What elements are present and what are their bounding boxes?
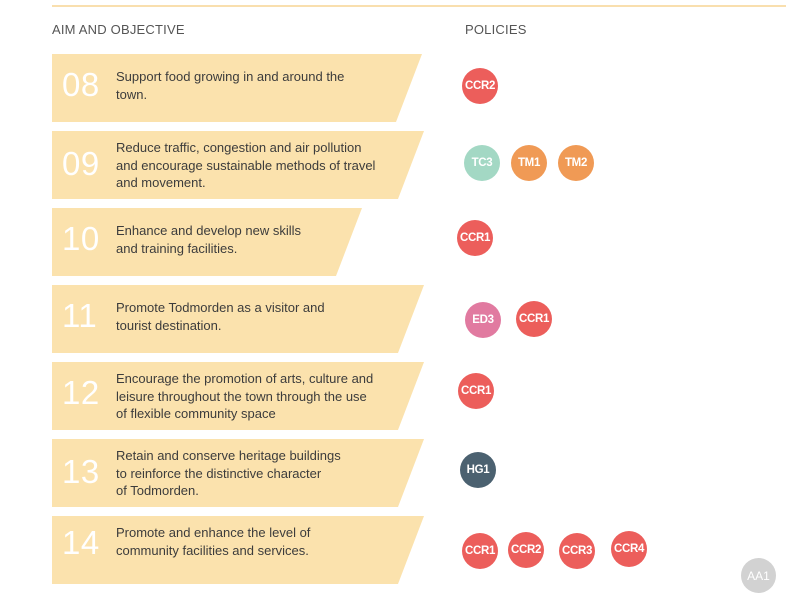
- objective-number: 10: [62, 220, 100, 257]
- objective-text: Reduce traffic, congestion and air pollu…: [116, 139, 416, 192]
- objective-number: 09: [62, 145, 100, 182]
- policy-badge-tm1: TM1: [511, 145, 547, 181]
- policy-badge-ed3: ED3: [465, 302, 501, 338]
- objective-banner: [52, 208, 362, 276]
- top-divider: [52, 5, 786, 7]
- policy-badge-ccr1: CCR1: [516, 301, 552, 337]
- objective-row: 11 Promote Todmorden as a visitor and tour…: [0, 285, 786, 355]
- objective-banner: [52, 285, 424, 353]
- objective-row: 12 Encourage the promotion of arts, cultu…: [0, 362, 786, 432]
- policy-badge-ccr3: CCR3: [559, 533, 595, 569]
- objective-text-line: to reinforce the distinctive character: [116, 465, 322, 481]
- objective-number: 14: [62, 524, 100, 561]
- objective-text-line: Enhance and develop new skills: [116, 223, 302, 238]
- objective-text-line: town.: [116, 86, 148, 102]
- policies-header: POLICIES: [465, 22, 527, 37]
- objective-number: 12: [62, 374, 100, 411]
- objective-text: Promote and enhance the level of communit…: [116, 524, 416, 559]
- objective-text-line: Promote and enhance the level of: [116, 525, 311, 540]
- objective-row: 10 Enhance and develop new skills and trai…: [0, 208, 786, 278]
- objective-banner: [52, 516, 424, 584]
- objective-text-line: community facilities and services.: [116, 542, 309, 558]
- objective-number: 13: [62, 453, 100, 490]
- objective-text-line: and encourage sustainable methods of tra…: [116, 157, 376, 173]
- aim-header: AIM AND OBJECTIVE: [52, 22, 185, 37]
- objective-row: 09 Reduce traffic, congestion and air pol…: [0, 131, 786, 201]
- objective-text-line: tourist destination.: [116, 317, 222, 333]
- objective-banner: [52, 131, 424, 199]
- objective-text-line: Promote Todmorden as a visitor and: [116, 300, 325, 315]
- objective-text-line: and movement.: [116, 175, 206, 190]
- objective-number: 11: [62, 297, 98, 334]
- objective-banner: [52, 54, 422, 122]
- objective-text: Retain and conserve heritage buildings to…: [116, 447, 416, 500]
- objective-text-line: Support food growing in and around the: [116, 69, 345, 84]
- objective-text: Encourage the promotion of arts, culture…: [116, 370, 416, 423]
- objective-text-line: leisure throughout the town through the …: [116, 388, 367, 404]
- policy-badge-ccr1: CCR1: [457, 220, 493, 256]
- aa1-badge: AA1: [741, 558, 776, 593]
- objective-banner: [52, 439, 424, 507]
- policy-badge-ccr1: CCR1: [458, 373, 494, 409]
- policy-badge-tc3: TC3: [464, 145, 500, 181]
- objective-row: 13 Retain and conserve heritage buildings…: [0, 439, 786, 509]
- policy-badge-ccr1: CCR1: [462, 533, 498, 569]
- objective-text-line: of Todmorden.: [116, 483, 199, 498]
- policy-badge-ccr2: CCR2: [508, 532, 544, 568]
- policy-badge-ccr4: CCR4: [611, 531, 647, 567]
- policy-badge-tm2: TM2: [558, 145, 594, 181]
- objective-text: Enhance and develop new skills and traini…: [116, 222, 416, 257]
- objective-row: 14 Promote and enhance the level of commun…: [0, 516, 786, 586]
- objective-row: 08 Support food growing in and around the…: [0, 54, 786, 124]
- policy-badge-ccr2: CCR2: [462, 68, 498, 104]
- objective-text-line: of flexible community space: [116, 406, 276, 421]
- objective-text-line: Encourage the promotion of arts, culture…: [116, 371, 374, 386]
- objective-text-line: and training facilities.: [116, 240, 238, 256]
- objective-number: 08: [62, 66, 100, 103]
- objective-banner: [52, 362, 424, 430]
- objective-text-line: Reduce traffic, congestion and air pollu…: [116, 140, 362, 155]
- objective-text: Promote Todmorden as a visitor and touris…: [116, 299, 416, 334]
- objective-text-line: Retain and conserve heritage buildings: [116, 448, 341, 463]
- policy-badge-hg1: HG1: [460, 452, 496, 488]
- objective-text: Support food growing in and around the to…: [116, 68, 416, 103]
